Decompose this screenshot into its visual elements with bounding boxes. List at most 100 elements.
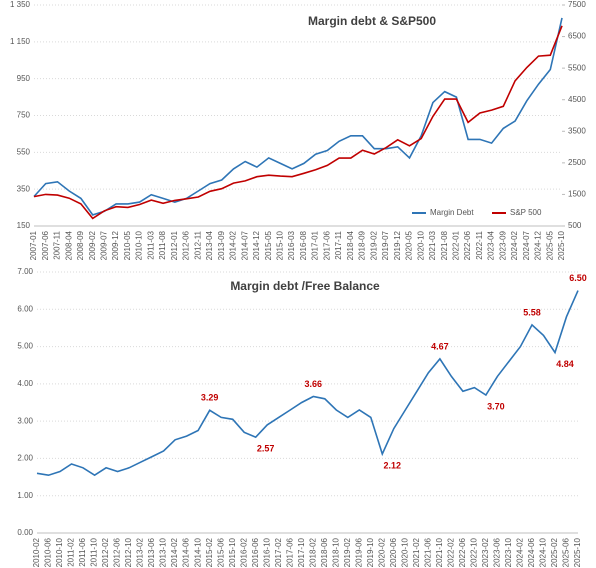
x-tick-label: 2015-10 (228, 537, 237, 567)
x-tick-label: 2024-10 (539, 537, 548, 567)
data-label: 5.58 (523, 307, 541, 317)
x-tick-label: 2011-08 (158, 230, 167, 259)
x-tick-label: 2014-02 (229, 230, 238, 260)
y-tick-label: 6.00 (17, 304, 33, 313)
legend-label: Margin Debt (430, 208, 474, 217)
x-tick-label: 2021-08 (440, 230, 449, 260)
x-tick-label: 2019-10 (366, 537, 375, 567)
y2-tick-label: 5500 (568, 63, 586, 72)
x-tick-label: 2014-07 (240, 230, 249, 260)
x-tick-label: 2011-10 (90, 537, 99, 566)
y-tick-label: 950 (17, 74, 31, 83)
x-tick-label: 2025-10 (557, 230, 566, 260)
x-tick-label: 2012-02 (101, 537, 110, 567)
y2-tick-label: 3500 (568, 126, 586, 135)
y-tick-label: 5.00 (17, 342, 33, 351)
x-tick-label: 2024-06 (527, 537, 536, 567)
x-tick-label: 2007-11 (53, 230, 62, 259)
x-tick-label: 2011-02 (67, 537, 76, 566)
x-tick-label: 2016-06 (251, 537, 260, 567)
x-tick-label: 2009-02 (88, 230, 97, 260)
x-tick-label: 2013-09 (217, 230, 226, 260)
x-tick-label: 2022-11 (475, 230, 484, 259)
x-tick-label: 2008-09 (76, 230, 85, 260)
x-tick-label: 2012-11 (193, 230, 202, 259)
x-tick-label: 2016-03 (287, 230, 296, 260)
data-line (33, 25, 563, 220)
legend-label: S&P 500 (510, 208, 542, 217)
x-tick-label: 2017-11 (334, 230, 343, 259)
x-tick-label: 2018-04 (346, 230, 355, 260)
x-tick-label: 2020-05 (405, 230, 414, 260)
x-tick-label: 2013-10 (159, 537, 168, 567)
y2-tick-label: 7500 (568, 0, 586, 9)
y-tick-label: 0.00 (17, 528, 33, 537)
y-tick-label: 150 (17, 221, 31, 230)
x-tick-label: 2019-07 (381, 230, 390, 260)
x-tick-label: 2020-06 (389, 537, 398, 567)
data-label: 3.70 (487, 401, 505, 411)
x-tick-label: 2019-12 (393, 230, 402, 260)
x-tick-label: 2015-10 (276, 230, 285, 260)
x-tick-label: 2019-02 (369, 230, 378, 260)
y2-tick-label: 6500 (568, 32, 586, 41)
data-label: 2.12 (384, 460, 402, 470)
x-tick-label: 2012-01 (170, 230, 179, 260)
x-tick-label: 2025-10 (573, 537, 582, 567)
x-tick-label: 2010-02 (32, 537, 41, 567)
x-tick-label: 2015-05 (264, 230, 273, 260)
data-label: 4.67 (431, 341, 449, 351)
x-tick-label: 2025-06 (562, 537, 571, 567)
x-tick-label: 2008-04 (64, 230, 73, 260)
x-tick-label: 2014-06 (182, 537, 191, 567)
x-tick-label: 2025-05 (545, 230, 554, 260)
x-tick-label: 2011-06 (78, 537, 87, 566)
x-tick-label: 2021-03 (428, 230, 437, 260)
x-tick-label: 2017-10 (297, 537, 306, 567)
data-line (36, 290, 579, 477)
x-tick-label: 2014-12 (252, 230, 261, 260)
x-tick-label: 2024-07 (522, 230, 531, 260)
x-tick-label: 2010-10 (135, 230, 144, 260)
x-tick-label: 2023-02 (481, 537, 490, 567)
x-tick-label: 2013-04 (205, 230, 214, 260)
y2-tick-label: 4500 (568, 95, 586, 104)
x-tick-label: 2024-12 (534, 230, 543, 260)
y2-tick-label: 1500 (568, 190, 586, 199)
chart-title: Margin debt /Free Balance (230, 279, 380, 293)
x-tick-label: 2021-02 (412, 537, 421, 567)
x-tick-label: 2019-02 (343, 537, 352, 567)
x-tick-label: 2024-02 (516, 537, 525, 567)
y-tick-label: 2.00 (17, 454, 33, 463)
data-label: 2.57 (257, 444, 275, 454)
x-tick-label: 2007-01 (29, 230, 38, 260)
x-tick-label: 2018-06 (320, 537, 329, 567)
x-tick-label: 2015-02 (205, 537, 214, 567)
x-tick-label: 2023-06 (493, 537, 502, 567)
x-tick-label: 2013-02 (136, 537, 145, 567)
x-tick-label: 2017-01 (311, 230, 320, 260)
x-tick-label: 2022-01 (452, 230, 461, 260)
x-tick-label: 2023-09 (498, 230, 507, 260)
y-tick-label: 1 150 (10, 37, 31, 46)
x-tick-label: 2017-06 (285, 537, 294, 567)
y-tick-label: 550 (17, 147, 31, 156)
x-tick-label: 2009-07 (100, 230, 109, 260)
x-tick-label: 2016-08 (299, 230, 308, 260)
y-tick-label: 750 (17, 111, 31, 120)
x-tick-label: 2014-10 (193, 537, 202, 567)
data-label: 6.50 (569, 273, 587, 283)
x-tick-label: 2021-06 (423, 537, 432, 567)
y-tick-label: 7.00 (17, 267, 33, 276)
x-tick-label: 2018-10 (331, 537, 340, 567)
x-tick-label: 2014-02 (170, 537, 179, 567)
x-tick-label: 2012-06 (113, 537, 122, 567)
y2-tick-label: 500 (568, 221, 582, 230)
x-tick-label: 2009-12 (111, 230, 120, 260)
x-tick-label: 2020-10 (416, 230, 425, 260)
x-tick-label: 2013-06 (147, 537, 156, 567)
x-tick-label: 2020-02 (377, 537, 386, 567)
x-tick-label: 2018-09 (358, 230, 367, 260)
x-tick-label: 2022-02 (446, 537, 455, 567)
